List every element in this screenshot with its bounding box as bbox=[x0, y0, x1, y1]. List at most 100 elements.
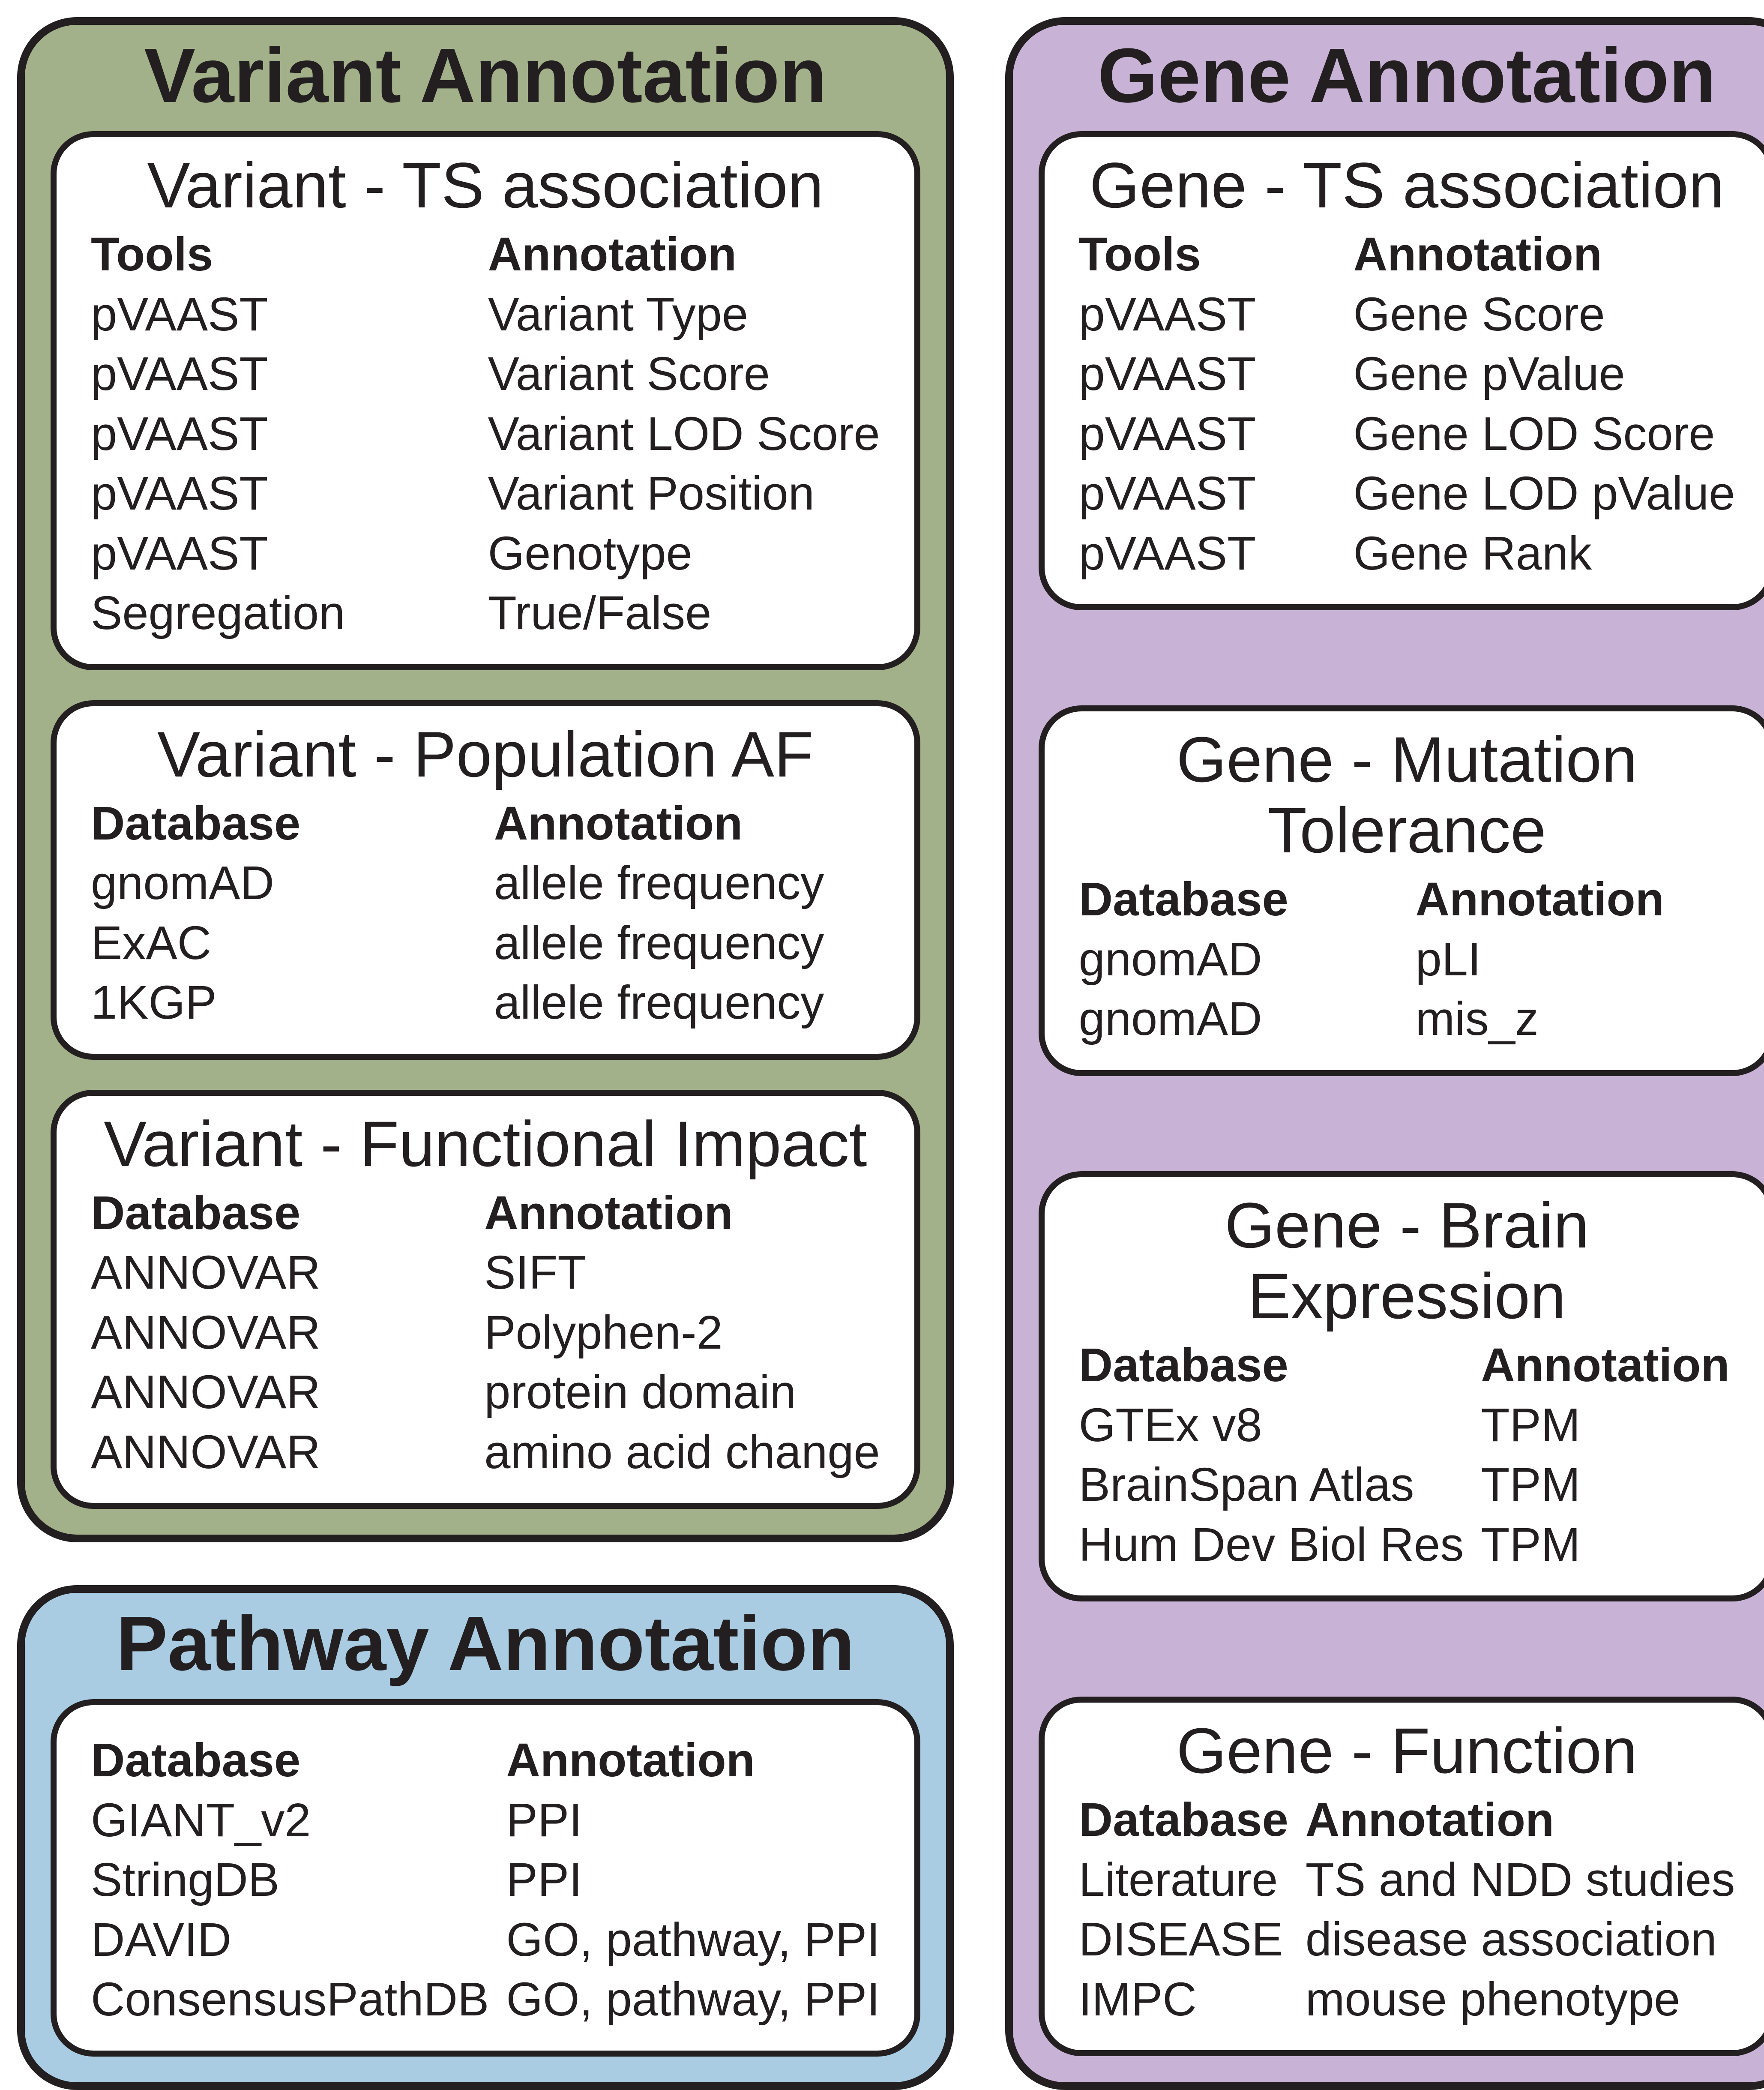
cell: pVAAST bbox=[91, 524, 471, 583]
pathway-card: Database Annotation GIANT_v2 PPI StringDB… bbox=[51, 1699, 920, 2057]
col-header-right: Annotation bbox=[1481, 1336, 1735, 1395]
cell: GIANT_v2 bbox=[91, 1791, 489, 1850]
col-header-left: Database bbox=[1079, 870, 1399, 929]
cell: Gene LOD pValue bbox=[1354, 464, 1735, 523]
gene-ts-card: Gene - TS association Tools Annotation p… bbox=[1039, 131, 1764, 610]
cell: pVAAST bbox=[1079, 464, 1336, 523]
cell: GTEx v8 bbox=[1079, 1396, 1464, 1455]
cell: pVAAST bbox=[91, 285, 471, 344]
cell: True/False bbox=[488, 584, 880, 643]
card-title: Variant - Population AF bbox=[91, 719, 880, 790]
cell: ANNOVAR bbox=[91, 1243, 467, 1302]
card-title: Gene - Function bbox=[1079, 1715, 1735, 1786]
cell: PPI bbox=[506, 1850, 880, 1910]
col-header-right: Annotation bbox=[1306, 1790, 1735, 1850]
col-header-right: Annotation bbox=[1416, 870, 1735, 929]
card-title: Gene - Mutation Tolerance bbox=[1079, 724, 1735, 866]
col-header-left: Tools bbox=[91, 225, 471, 284]
cell: DISEASE bbox=[1079, 1910, 1288, 1969]
gene-panel-title: Gene Annotation bbox=[1039, 33, 1764, 118]
cell: gnomAD bbox=[91, 854, 477, 913]
cell: pVAAST bbox=[1079, 345, 1336, 404]
col-header-left: Database bbox=[91, 794, 477, 853]
gene-brain-card: Gene - Brain Expression Database Annotat… bbox=[1039, 1171, 1764, 1601]
col-header-left: Database bbox=[91, 1184, 467, 1243]
card-title: Gene - TS association bbox=[1079, 150, 1735, 221]
pathway-panel-title: Pathway Annotation bbox=[51, 1601, 920, 1686]
cell: allele frequency bbox=[494, 914, 880, 973]
cell: Gene pValue bbox=[1354, 345, 1735, 404]
data-table: Database Annotation Literature TS and NDD… bbox=[1079, 1790, 1735, 2029]
cell: ANNOVAR bbox=[91, 1363, 467, 1422]
cell: amino acid change bbox=[484, 1423, 880, 1482]
cell: Variant LOD Score bbox=[488, 405, 880, 464]
cell: pVAAST bbox=[91, 345, 471, 404]
card-title: Variant - TS association bbox=[91, 150, 880, 221]
cell: StringDB bbox=[91, 1850, 489, 1910]
cell: Polyphen-2 bbox=[484, 1303, 880, 1362]
cell: mouse phenotype bbox=[1306, 1970, 1735, 2029]
cell: Gene Rank bbox=[1354, 524, 1735, 583]
variant-ts-card: Variant - TS association Tools Annotatio… bbox=[51, 131, 920, 670]
variant-popaf-card: Variant - Population AF Database Annotat… bbox=[51, 700, 920, 1060]
data-table: Tools Annotation pVAAST Variant Type pVAA… bbox=[91, 225, 880, 643]
cell: Genotype bbox=[488, 524, 880, 583]
cell: BrainSpan Atlas bbox=[1079, 1455, 1464, 1514]
card-title: Gene - Brain Expression bbox=[1079, 1190, 1735, 1331]
cell: 1KGP bbox=[91, 973, 477, 1032]
col-header-left: Database bbox=[1079, 1790, 1288, 1850]
cell: Gene Score bbox=[1354, 285, 1735, 344]
cell: pLI bbox=[1416, 930, 1735, 989]
cell: gnomAD bbox=[1079, 990, 1399, 1049]
gene-function-card: Gene - Function Database Annotation Lite… bbox=[1039, 1697, 1764, 2056]
gene-annotation-panel: Gene Annotation Gene - TS association To… bbox=[1005, 17, 1764, 2090]
cell: pVAAST bbox=[1079, 285, 1336, 344]
data-table: Database Annotation gnomAD allele frequen… bbox=[91, 794, 880, 1032]
col-header-right: Annotation bbox=[488, 225, 880, 284]
cell: Variant Score bbox=[488, 345, 880, 404]
data-table: Database Annotation ANNOVAR SIFT ANNOVAR P… bbox=[91, 1184, 880, 1482]
cell: IMPC bbox=[1079, 1970, 1288, 2029]
cell: GO, pathway, PPI bbox=[506, 1970, 880, 2029]
card-title: Variant - Functional Impact bbox=[91, 1109, 880, 1179]
gene-mutation-card: Gene - Mutation Tolerance Database Annot… bbox=[1039, 705, 1764, 1076]
cell: pVAAST bbox=[91, 405, 471, 464]
cell: Variant Position bbox=[488, 464, 880, 523]
col-header-left: Database bbox=[1079, 1336, 1464, 1395]
cell: SIFT bbox=[484, 1243, 880, 1302]
cell: Segregation bbox=[91, 584, 471, 643]
cell: Gene LOD Score bbox=[1354, 405, 1735, 464]
cell: TPM bbox=[1481, 1396, 1735, 1455]
cell: allele frequency bbox=[494, 854, 880, 913]
cell: TPM bbox=[1481, 1455, 1735, 1514]
data-table: Database Annotation gnomAD pLI gnomAD mis_… bbox=[1079, 870, 1735, 1049]
cell: DAVID bbox=[91, 1910, 489, 1970]
col-header-right: Annotation bbox=[506, 1731, 880, 1790]
col-header-left: Database bbox=[91, 1731, 489, 1790]
cell: pVAAST bbox=[1079, 524, 1336, 583]
col-header-left: Tools bbox=[1079, 225, 1336, 284]
cell: ExAC bbox=[91, 914, 477, 973]
cell: TS and NDD studies bbox=[1306, 1850, 1735, 1910]
cell: protein domain bbox=[484, 1363, 880, 1422]
cell: ANNOVAR bbox=[91, 1303, 467, 1362]
cell: Hum Dev Biol Res bbox=[1079, 1515, 1464, 1574]
cell: pVAAST bbox=[1079, 405, 1336, 464]
cell: pVAAST bbox=[91, 464, 471, 523]
variant-annotation-panel: Variant Annotation Variant - TS associat… bbox=[17, 17, 954, 1542]
col-header-right: Annotation bbox=[1354, 225, 1735, 284]
variant-functional-card: Variant - Functional Impact Database Ann… bbox=[51, 1090, 920, 1509]
cell: disease association bbox=[1306, 1910, 1735, 1969]
cell: Variant Type bbox=[488, 285, 880, 344]
cell: ANNOVAR bbox=[91, 1423, 467, 1482]
cell: Literature bbox=[1079, 1850, 1288, 1910]
pathway-annotation-panel: Pathway Annotation Database Annotation G… bbox=[17, 1585, 954, 2090]
cell: mis_z bbox=[1416, 990, 1735, 1049]
data-table: Tools Annotation pVAAST Gene Score pVAAST… bbox=[1079, 225, 1735, 583]
cell: PPI bbox=[506, 1791, 880, 1850]
col-header-right: Annotation bbox=[484, 1184, 880, 1243]
variant-panel-title: Variant Annotation bbox=[51, 33, 920, 118]
col-header-right: Annotation bbox=[494, 794, 880, 853]
cell: gnomAD bbox=[1079, 930, 1399, 989]
cell: ConsensusPathDB bbox=[91, 1970, 489, 2029]
